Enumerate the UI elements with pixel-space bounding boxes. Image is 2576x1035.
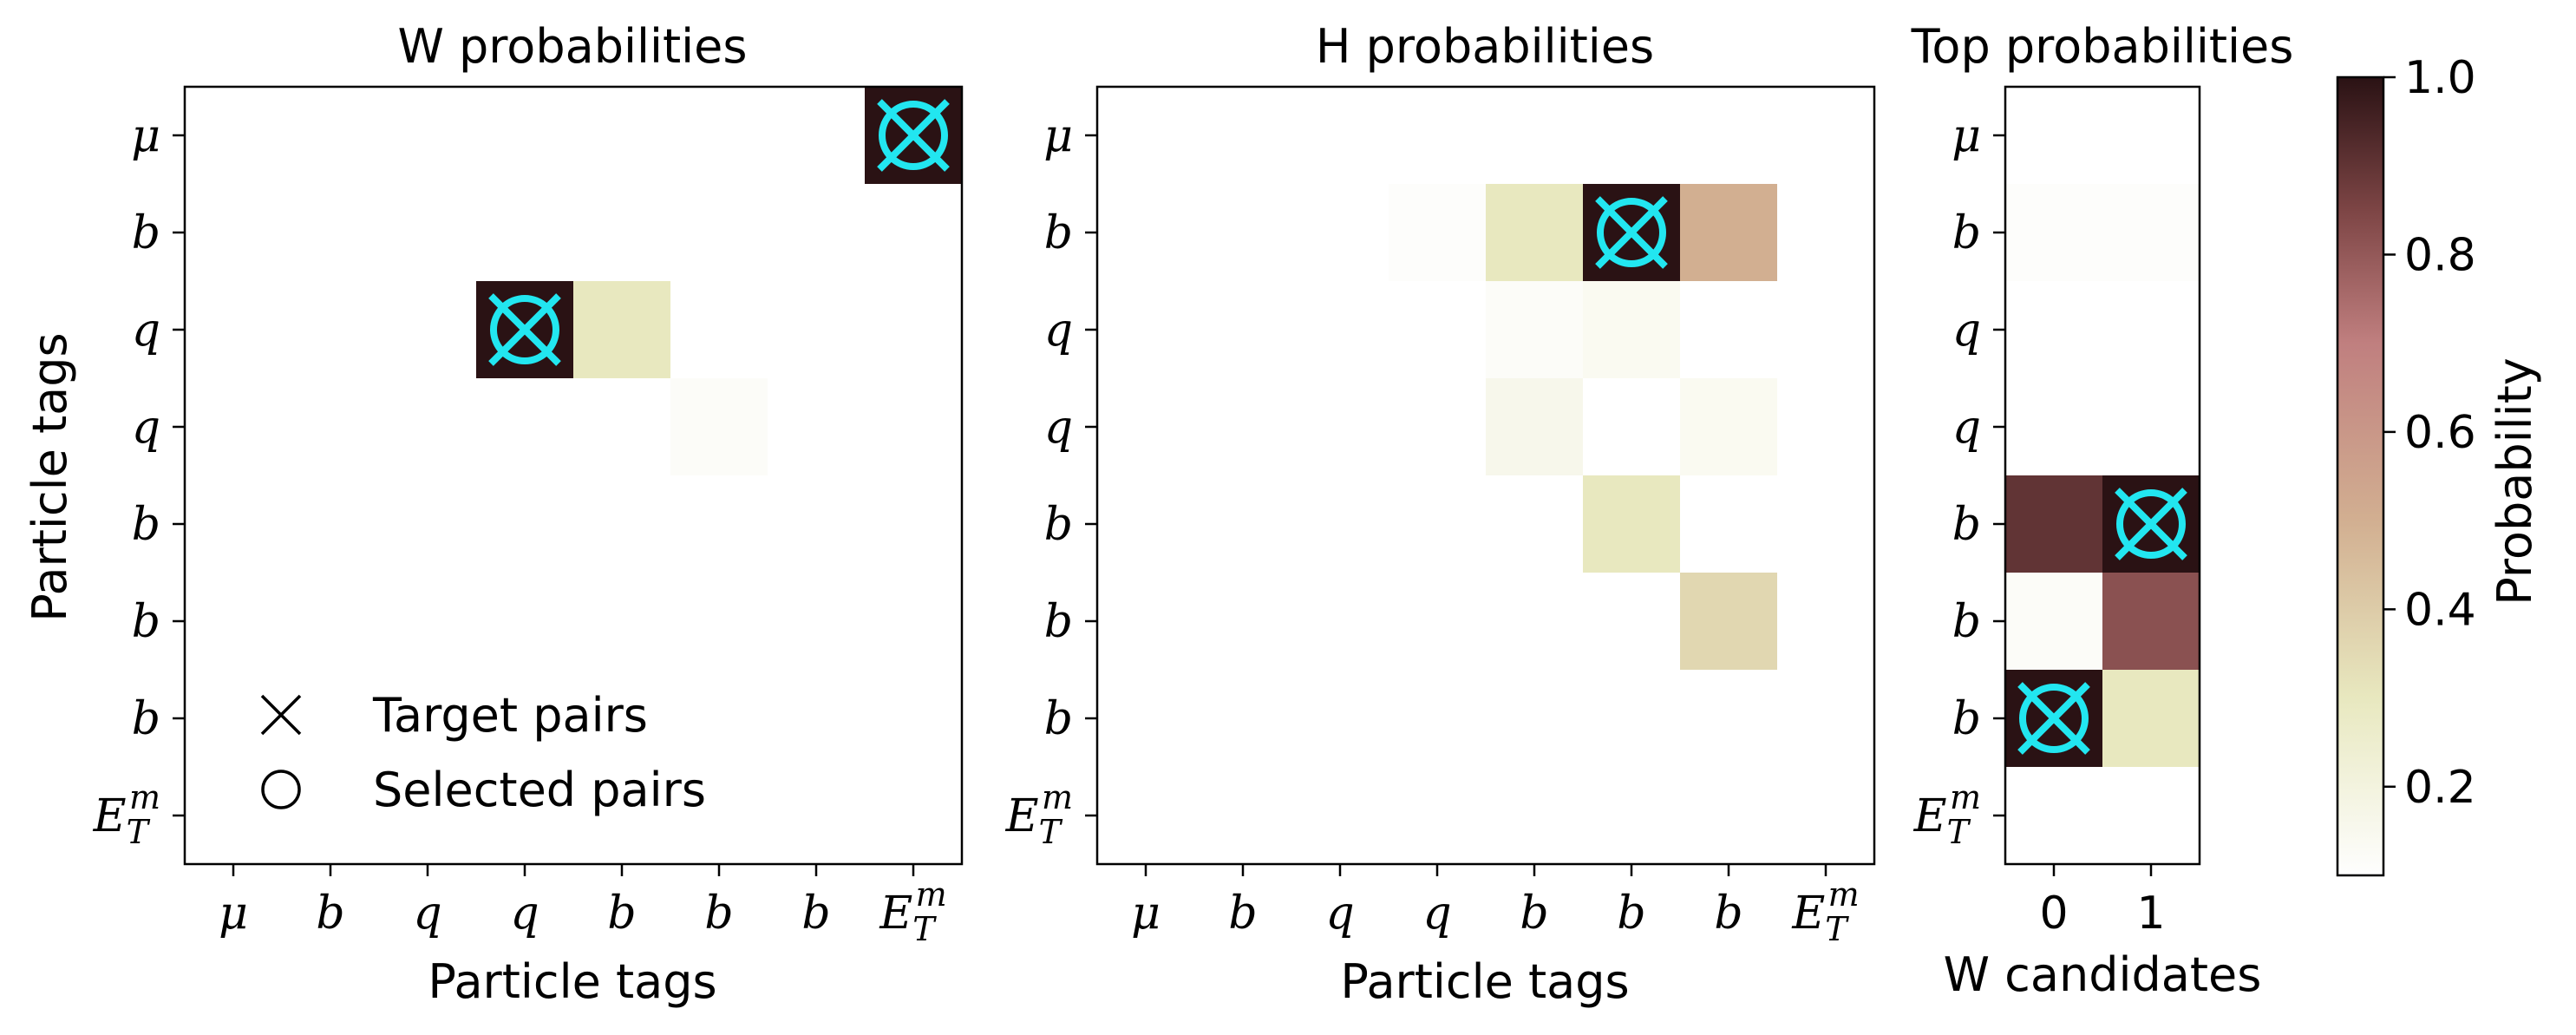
heatmap-cell — [670, 378, 768, 475]
top-panel-xlabel: W candidates — [1944, 947, 2262, 1002]
x-tick-label: 0 — [2039, 888, 2068, 940]
y-tick-label: b — [132, 499, 160, 551]
y-tick-label: q — [132, 402, 160, 454]
target-pairs-legend-label: Target pairs — [372, 688, 648, 743]
y-tick-label: q — [1952, 402, 1981, 454]
plot-frame — [2004, 85, 2201, 866]
y-tick-label: ETm — [1913, 778, 1981, 851]
y-tick-label: b — [132, 693, 160, 745]
plot-frame — [1095, 85, 1876, 866]
x-tick-label: b — [1617, 888, 1645, 940]
x-tick-label: b — [1228, 888, 1257, 940]
legend: Target pairs Selected pairs — [260, 688, 706, 817]
colorbar-tick-label: 0.4 — [2404, 584, 2476, 636]
x-tick-label: ETm — [1791, 875, 1859, 948]
y-tick-label: b — [1952, 207, 1981, 259]
x-tick-label: μ — [219, 888, 248, 940]
x-tick-label: b — [1714, 888, 1742, 940]
heatmap-cell — [2102, 184, 2200, 281]
y-tick-label: b — [1952, 499, 1981, 551]
y-tick-label: μ — [131, 110, 160, 162]
x-tick-label: ETm — [879, 875, 946, 948]
heatmap-cell — [1486, 378, 1583, 475]
heatmap-cell — [2005, 184, 2102, 281]
y-tick-label: q — [132, 305, 160, 357]
heatmap-cell — [1680, 184, 1777, 281]
y-tick-label: b — [132, 596, 160, 648]
x-tick-label: q — [1422, 888, 1451, 940]
colorbar: 0.2 0.4 0.6 0.8 1.0 Probability — [2336, 52, 2542, 877]
x-tick-label: μ — [1131, 888, 1161, 940]
heatmap-cell — [2102, 670, 2200, 767]
heatmap-cell — [1583, 281, 1680, 378]
colorbar-tick-label: 0.8 — [2404, 229, 2476, 281]
selected-pairs-legend-marker — [261, 770, 301, 809]
w-panel-xlabel: Particle tags — [428, 954, 716, 1009]
x-tick-label: q — [413, 888, 441, 940]
plot-area — [185, 87, 962, 864]
heatmap-cell — [1680, 378, 1777, 475]
h-panel-xlabel: Particle tags — [1340, 954, 1629, 1009]
plot-frame — [183, 85, 964, 866]
heatmap-cell — [1680, 573, 1777, 670]
heatmap-cell — [1486, 281, 1583, 378]
selected-pair-marker — [2116, 489, 2186, 559]
x-tick-label: b — [801, 888, 830, 940]
h-panel-title: H probabilities — [1316, 19, 1654, 74]
w-panel-title: W probabilities — [397, 19, 747, 74]
y-tick-label: b — [1044, 499, 1073, 551]
target-pairs-legend-marker — [260, 694, 302, 736]
selected-pair-marker — [879, 101, 948, 170]
y-tick-label: b — [1952, 693, 1981, 745]
colorbar-gradient — [2336, 75, 2385, 877]
selected-pair-marker — [2019, 684, 2089, 753]
heatmap-cell — [1486, 184, 1583, 281]
y-tick-label: b — [1044, 693, 1073, 745]
y-tick-label: q — [1044, 402, 1073, 454]
x-tick-label: 1 — [2136, 888, 2165, 940]
x-tick-label: q — [510, 888, 539, 940]
y-tick-label: ETm — [93, 778, 160, 851]
x-tick-label: b — [1520, 888, 1548, 940]
y-tick-label: q — [1044, 305, 1073, 357]
y-tick-label: μ — [1952, 110, 1981, 162]
y-tick-label: b — [1044, 596, 1073, 648]
heatmap-cell — [2005, 573, 2102, 670]
y-tick-label: b — [132, 207, 160, 259]
y-tick-label: ETm — [1005, 778, 1073, 851]
x-tick-label: q — [1325, 888, 1354, 940]
x-tick-label: b — [704, 888, 733, 940]
colorbar-label: Probability — [2488, 357, 2542, 605]
y-tick-label: μ — [1043, 110, 1073, 162]
colorbar-tick-label: 0.2 — [2404, 762, 2476, 814]
colorbar-tick-label: 1.0 — [2404, 52, 2476, 104]
heatmap-cell — [2102, 573, 2200, 670]
top-panel-title: Top probabilities — [1911, 19, 2294, 74]
x-tick-label: b — [607, 888, 636, 940]
w-panel-ylabel: Particle tags — [23, 332, 77, 621]
heatmap-cell — [573, 281, 670, 378]
y-tick-label: q — [1952, 305, 1981, 357]
y-tick-label: b — [1044, 207, 1073, 259]
selected-pair-marker — [1597, 198, 1666, 267]
y-tick-label: b — [1952, 596, 1981, 648]
selected-pairs-legend-label: Selected pairs — [373, 763, 706, 817]
colorbar-tick-label: 0.6 — [2404, 407, 2476, 459]
colorbar-ticks: 0.2 0.4 0.6 0.8 1.0 — [2383, 52, 2476, 814]
heatmap-cell — [1583, 475, 1680, 573]
x-tick-label: b — [316, 888, 344, 940]
heatmap-cell — [1389, 184, 1486, 281]
selected-pair-marker — [490, 295, 559, 364]
heatmap-cell — [2005, 475, 2102, 573]
